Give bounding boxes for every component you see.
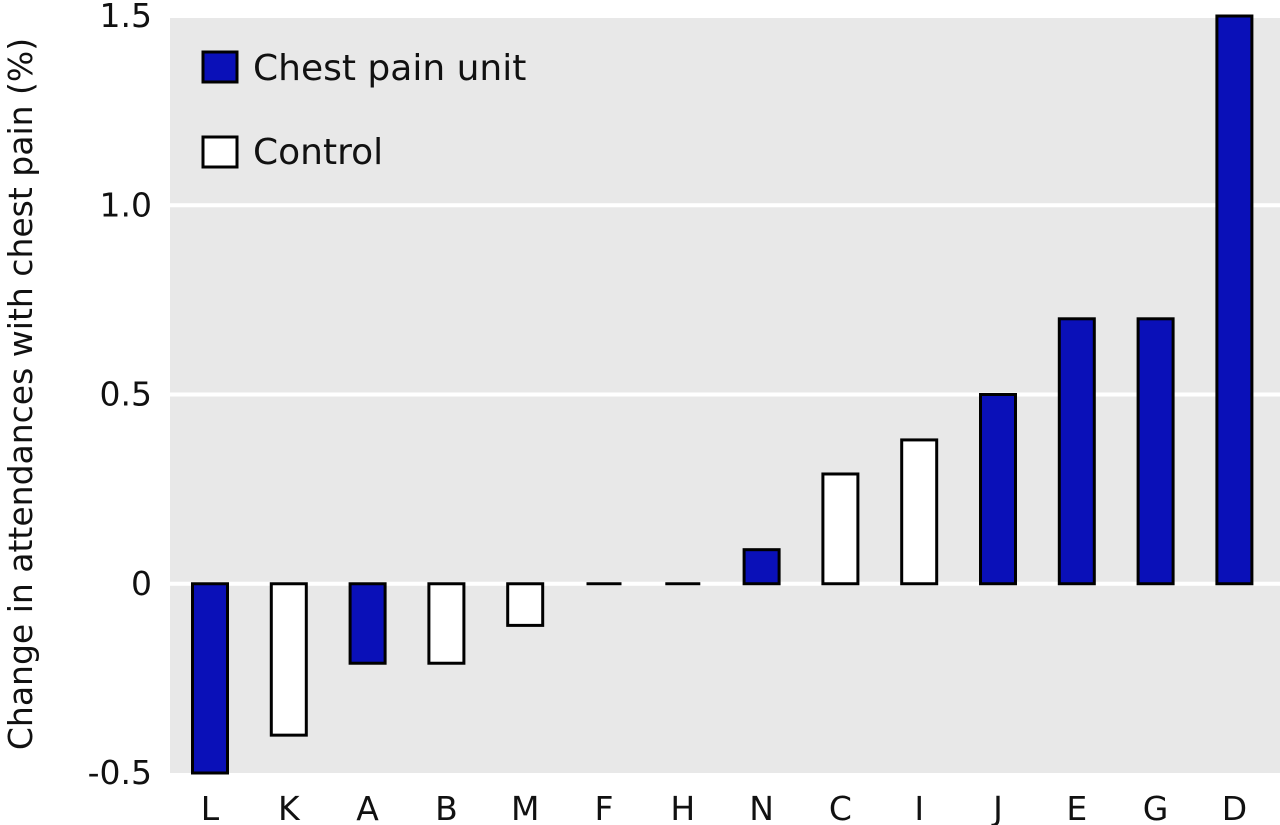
x-tick-label: J	[991, 789, 1003, 825]
y-tick-label: 1.0	[100, 185, 152, 224]
x-tick-label: I	[914, 789, 924, 825]
x-tick-label: F	[595, 789, 614, 825]
y-axis-ticks: -0.5 0 0.5 1.0 1.5	[88, 0, 152, 792]
bar-J	[979, 393, 1017, 586]
y-tick-label: 1.5	[100, 0, 152, 35]
bar-M	[506, 582, 545, 627]
bar-I	[900, 438, 939, 586]
bar-E	[1057, 317, 1096, 586]
x-tick-label: H	[670, 789, 695, 825]
legend: Chest pain unit Control	[201, 48, 526, 173]
bar-L	[191, 582, 229, 775]
bar-D	[1215, 14, 1254, 586]
bar-C	[821, 472, 860, 586]
bar-N	[742, 548, 781, 586]
y-tick-label: 0	[131, 564, 152, 603]
legend-label-chest-pain-unit: Chest pain unit	[253, 48, 526, 89]
x-tick-label: D	[1222, 789, 1247, 825]
x-tick-label: E	[1066, 789, 1087, 825]
x-tick-label: K	[278, 789, 301, 825]
bars	[191, 14, 1254, 775]
legend-label-control: Control	[253, 132, 383, 173]
bar-B	[427, 582, 466, 665]
x-tick-label: L	[201, 789, 220, 825]
bar-K	[269, 582, 308, 737]
y-axis-title: Change in attendances with chest pain (%…	[1, 38, 40, 750]
x-tick-label: B	[435, 789, 458, 825]
y-tick-label: -0.5	[88, 753, 152, 792]
x-tick-label: N	[749, 789, 774, 825]
legend-swatch-chest-pain-unit	[201, 50, 239, 84]
x-tick-label: C	[829, 789, 852, 825]
bar-A	[348, 582, 387, 665]
x-tick-label: A	[356, 789, 379, 825]
bar-G	[1136, 317, 1175, 586]
x-tick-label: G	[1143, 789, 1169, 825]
x-tick-label: M	[511, 789, 539, 825]
y-tick-label: 0.5	[100, 375, 152, 414]
legend-swatch-control	[201, 135, 239, 169]
